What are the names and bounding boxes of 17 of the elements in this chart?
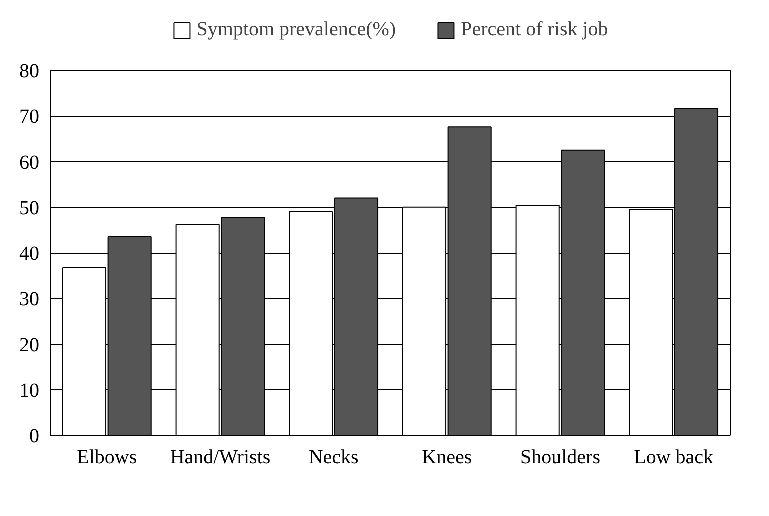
y-tick-label: 60 [20,152,40,174]
y-tick-label: 30 [20,288,40,311]
y-tick-label: 80 [20,60,40,82]
y-tick-label: 70 [20,106,40,128]
y-tick-label: 0 [30,426,40,448]
x-tick-label: Shoulders [520,446,601,468]
y-tick-label: 20 [20,334,40,356]
x-tick-label: Necks [308,446,360,468]
x-tick-label: Elbows [77,446,138,468]
y-tick-label: 40 [20,243,40,265]
x-tick-label: Hand/Wrists [170,446,271,468]
legend-label: Symptom prevalence(%) [196,18,396,42]
x-tick-label: Low back [634,446,714,468]
legend-label: Percent of risk job [461,18,608,42]
x-tick-label: Knees [422,446,472,468]
y-tick-label: 10 [20,380,40,402]
y-tick-label: 50 [20,197,40,220]
